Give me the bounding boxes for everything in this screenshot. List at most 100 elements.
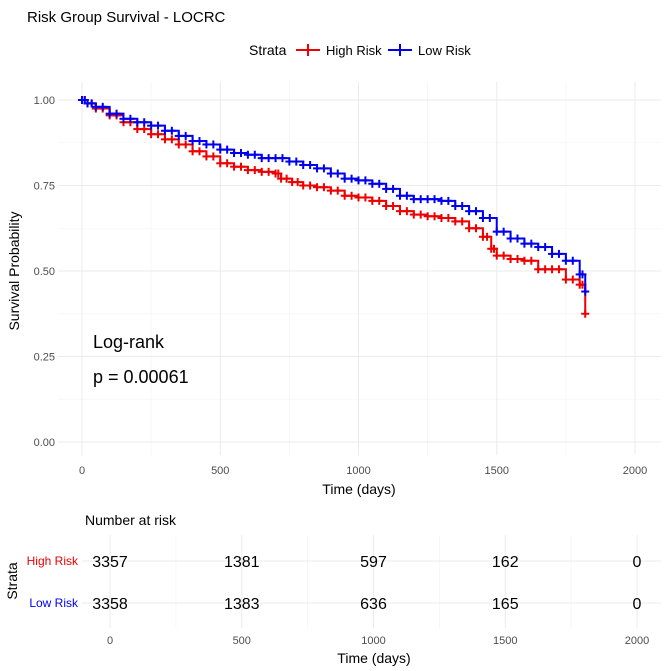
censor-mark (527, 239, 536, 248)
censor-mark (513, 234, 522, 243)
y-tick-label: 0.50 (34, 266, 55, 278)
censor-mark (326, 186, 335, 195)
censor-mark (250, 150, 259, 159)
censor-mark (112, 109, 121, 118)
censor-mark (451, 217, 460, 226)
censor-mark (472, 207, 481, 216)
censor-mark (520, 239, 529, 248)
risk-x-tick-label: 2000 (625, 635, 649, 647)
censor-mark (147, 130, 156, 139)
censor-mark (361, 193, 370, 202)
censor-mark (506, 234, 515, 243)
censor-mark (154, 121, 163, 130)
censor-mark (126, 114, 135, 123)
risk-cell: 3357 (92, 554, 128, 571)
risk-table-title: Number at risk (85, 512, 177, 528)
x-tick-label: 500 (211, 465, 229, 477)
risk-x-tick-label: 1000 (361, 635, 385, 647)
legend-label-high-risk: High Risk (326, 43, 382, 58)
censor-mark (489, 244, 498, 253)
censor-mark (167, 135, 176, 144)
censor-mark (389, 202, 398, 211)
censor-mark (243, 150, 252, 159)
legend-title: Strata (249, 42, 287, 58)
censor-mark (382, 202, 391, 211)
censor-mark (257, 167, 266, 176)
censor-mark (299, 181, 308, 190)
censor-mark (167, 126, 176, 135)
censor-mark (313, 164, 322, 173)
censor-mark (541, 265, 550, 274)
censor-mark (223, 145, 232, 154)
censor-mark (554, 265, 563, 274)
censor-mark (416, 210, 425, 219)
censor-mark (375, 196, 384, 205)
x-axis-label: Time (days) (322, 481, 395, 497)
censor-mark (181, 140, 190, 149)
risk-x-tick-label: 1500 (493, 635, 517, 647)
censor-mark (340, 191, 349, 200)
censor-mark (223, 159, 232, 168)
y-axis-ticks: 0.00 0.25 0.50 0.75 1.00 (34, 95, 55, 449)
censor-mark (299, 160, 308, 169)
censor-mark (319, 164, 328, 173)
y-tick-label: 1.00 (34, 95, 55, 107)
censor-mark (430, 212, 439, 221)
censor-mark (492, 251, 501, 260)
censor-mark (561, 275, 570, 284)
censor-mark (195, 137, 204, 146)
risk-cell: 0 (633, 596, 642, 613)
x-tick-label: 0 (79, 465, 85, 477)
censor-mark (140, 118, 149, 127)
censor-mark (534, 265, 543, 274)
risk-x-tick-label: 500 (233, 635, 251, 647)
censor-mark (340, 174, 349, 183)
censor-mark (91, 102, 100, 111)
censor-mark (271, 154, 280, 163)
x-tick-label: 1000 (346, 465, 370, 477)
censor-mark (319, 183, 328, 192)
censor-mark (437, 196, 446, 205)
censor-mark (541, 243, 550, 252)
censor-mark (389, 184, 398, 193)
risk-row-label-high-risk: High Risk (27, 554, 79, 568)
censor-mark (188, 137, 197, 146)
censor-mark (236, 162, 245, 171)
risk-table-grid (82, 535, 661, 628)
x-axis-ticks: 0 500 1000 1500 2000 (79, 465, 647, 477)
censor-mark (202, 140, 211, 149)
legend: Strata High Risk Low Risk (249, 42, 471, 58)
censor-mark (375, 179, 384, 188)
censor-mark (257, 154, 266, 163)
censor-mark (105, 109, 114, 118)
censor-mark (174, 140, 183, 149)
chart-title: Risk Group Survival - LOCRC (27, 9, 226, 26)
censor-mark (499, 251, 508, 260)
risk-cell: 0 (633, 554, 642, 571)
censor-mark (160, 126, 169, 135)
censor-mark (361, 176, 370, 185)
censor-mark (395, 191, 404, 200)
censor-mark (492, 227, 501, 236)
risk-cell: 1383 (224, 596, 260, 613)
risk-cell: 3358 (92, 596, 128, 613)
censor-mark (313, 183, 322, 192)
censor-mark (347, 191, 356, 200)
censor-mark (98, 102, 107, 111)
censor-mark (216, 145, 225, 154)
censor-mark (382, 184, 391, 193)
censor-mark (534, 243, 543, 252)
censor-mark (554, 249, 563, 258)
censor-mark (409, 195, 418, 204)
censor-mark (174, 131, 183, 140)
censor-mark (209, 152, 218, 161)
censor-mark (292, 157, 301, 166)
censor-mark (402, 191, 411, 200)
censor-mark (578, 270, 587, 279)
censor-mark (282, 174, 291, 183)
y-tick-label: 0.75 (34, 181, 55, 193)
censor-mark (354, 176, 363, 185)
censor-mark (195, 147, 204, 156)
censor-mark (333, 169, 342, 178)
